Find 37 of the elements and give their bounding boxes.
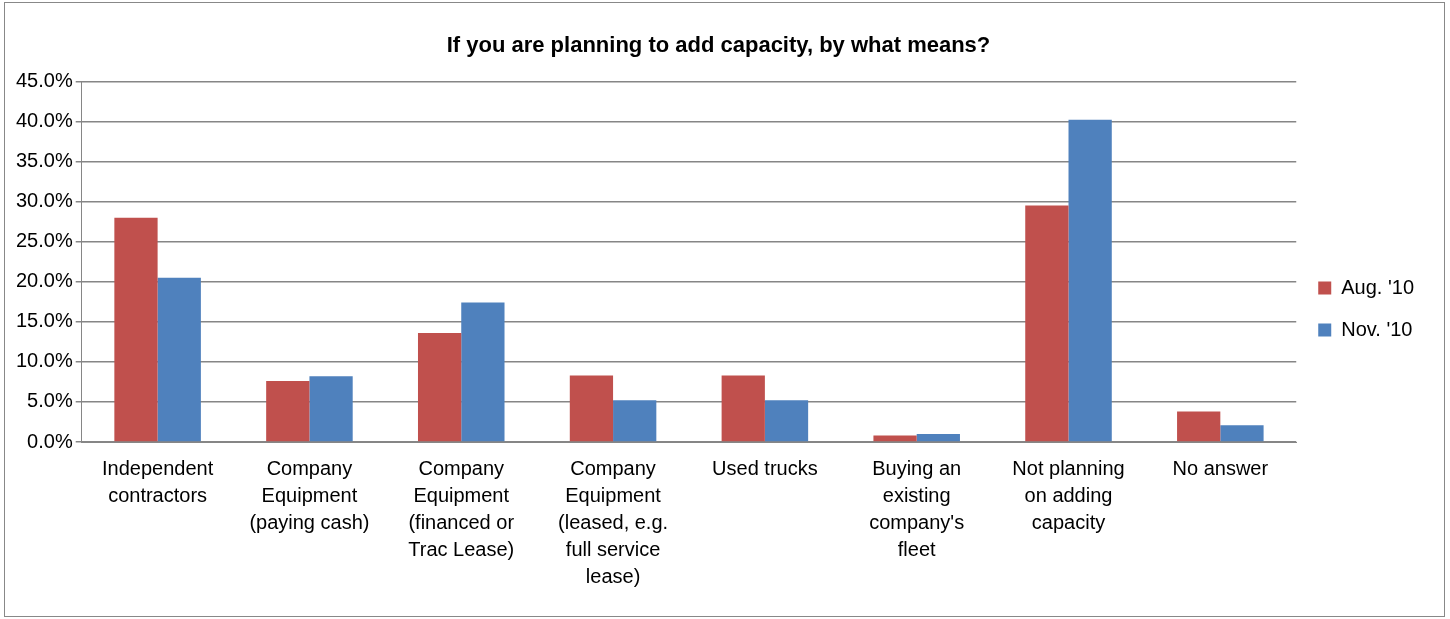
bar [157, 277, 201, 442]
y-tick-label: 15.0% [15, 309, 73, 332]
bar [266, 381, 310, 442]
x-tick-label: Company Equipment (paying cash) [249, 457, 370, 534]
bar [114, 217, 158, 442]
bar [417, 333, 462, 442]
x-tick-label: Buying an existing company's fleet [869, 457, 965, 561]
bar [569, 375, 614, 442]
bar [1068, 119, 1112, 442]
x-tick-label: No answer [1172, 457, 1269, 480]
legend-label: Aug. '10 [1341, 275, 1414, 298]
x-tick-label: Company Equipment (leased, e.g. full service lease) [558, 457, 669, 588]
bar [1177, 411, 1221, 442]
bar [873, 435, 917, 442]
y-tick-label: 40.0% [15, 108, 73, 131]
y-tick-label: 35.0% [15, 149, 73, 172]
bar [1025, 205, 1069, 442]
bar [916, 433, 960, 442]
y-tick-label: 45.0% [15, 68, 73, 91]
x-tick-label: Company Equipment (financed or Trac Lease) [408, 457, 515, 561]
y-tick-label: 25.0% [15, 229, 73, 252]
y-tick-label: 0.0% [27, 429, 73, 452]
bar [764, 400, 809, 442]
chart-title: If you are planning to add capacity, by what means? [446, 32, 991, 58]
bar [613, 400, 657, 442]
bar [1220, 425, 1264, 442]
y-tick-label: 5.0% [27, 389, 73, 412]
y-tick-label: 10.0% [15, 349, 73, 372]
legend-label: Nov. '10 [1341, 317, 1413, 340]
y-tick-label: 20.0% [15, 269, 73, 292]
x-tick-label: Independent contractors [102, 457, 214, 507]
bar [309, 376, 353, 442]
x-tick-label: Not planning on adding capacity [1012, 457, 1125, 534]
bar [461, 302, 505, 442]
y-tick-label: 30.0% [15, 189, 73, 212]
bar [721, 375, 765, 442]
x-tick-label: Used trucks [712, 457, 818, 480]
